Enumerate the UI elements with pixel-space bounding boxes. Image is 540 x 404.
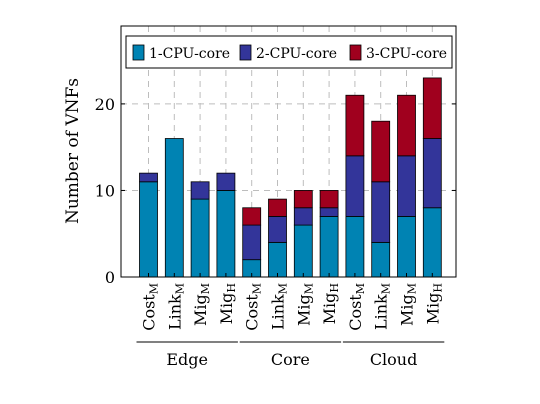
y-tick-label: 10 [95, 181, 115, 200]
x-tick-label-subscript: M [148, 283, 161, 294]
x-tick-label-base: Link [269, 294, 288, 330]
legend-box [125, 35, 453, 69]
x-tick-label-subscript: M [380, 283, 393, 294]
bar-segment-1 [164, 138, 184, 278]
x-tick-label-subscript: H [328, 283, 341, 293]
bar-segment-2 [345, 155, 365, 217]
legend-swatch-3 [349, 44, 362, 61]
legend-label-3: 3-CPU-core [366, 46, 447, 62]
x-tick-label-subscript: M [251, 283, 264, 294]
bar-segment-1 [268, 241, 287, 278]
legend-label-1: 1-CPU-core [149, 46, 230, 62]
x-tick-label-base: Link [165, 294, 184, 330]
x-tick-label-subscript: M [277, 283, 290, 294]
x-axis-labels: CostMLinkMMigMMigHCostMLinkMMigMMigHCost… [140, 283, 445, 331]
bar-segment-2 [242, 224, 262, 261]
bar-segment-3 [345, 94, 365, 157]
bar-segment-1 [371, 241, 391, 278]
bar-segment-3 [268, 198, 287, 217]
group-labels: Edge Core Cloud [136, 341, 445, 369]
legend: 1-CPU-core 2-CPU-core 3-CPU-core [125, 35, 453, 69]
group-label: Edge [166, 350, 208, 369]
x-tick-label-base: Link [372, 294, 391, 330]
x-tick-label: CostM [346, 283, 367, 331]
legend-swatch-1 [132, 44, 145, 61]
x-tick-label: MigM [398, 283, 419, 326]
bar-segment-1 [422, 207, 442, 278]
y-tick-label: 20 [95, 95, 115, 114]
bar-segment-2 [268, 216, 287, 243]
group-label: Core [271, 350, 310, 369]
bar-segment-2 [371, 181, 391, 243]
bar-segment-1 [293, 224, 313, 278]
x-tick-label-subscript: M [406, 283, 419, 294]
x-tick-label-subscript: M [302, 283, 315, 294]
x-tick-label-base: Mig [191, 294, 210, 326]
bar-segment-3 [397, 94, 416, 157]
x-tick-label-base: Mig [423, 293, 442, 325]
bar-segment-3 [371, 120, 391, 183]
x-tick-label-base: Cost [243, 294, 262, 331]
bar-segment-3 [293, 190, 313, 209]
x-tick-label-base: Mig [217, 293, 236, 325]
x-tick-label-subscript: H [225, 283, 238, 293]
legend-swatch-2 [239, 44, 252, 61]
x-tick-label-base: Mig [398, 294, 417, 326]
plot-frame [120, 25, 457, 278]
y-tick-label: 0 [105, 268, 115, 287]
x-tick-label-subscript: M [173, 283, 186, 294]
bar-segment-3 [422, 77, 442, 139]
bar-segment-2 [293, 207, 313, 226]
y-axis-label: Number of VNFs [63, 78, 83, 224]
bar-segment-3 [319, 190, 339, 209]
x-tick-label: MigM [294, 283, 315, 326]
x-tick-label-base: Mig [320, 293, 339, 325]
x-tick-label-subscript: M [354, 283, 367, 294]
x-tick-label: CostM [243, 283, 264, 331]
x-tick-label: LinkM [165, 283, 186, 330]
bars [139, 77, 442, 278]
x-tick-label: MigH [423, 283, 444, 324]
x-tick-label-base: Cost [346, 294, 365, 331]
legend-label-2: 2-CPU-core [256, 46, 337, 62]
x-tick-label: LinkM [269, 283, 290, 330]
y-axis-ticks: 0 10 20 [95, 95, 456, 287]
bar-segment-2 [216, 172, 236, 191]
bar-segment-3 [242, 207, 262, 226]
bar-segment-2 [190, 181, 210, 200]
group-label: Cloud [370, 350, 418, 369]
x-tick-label: CostM [140, 283, 161, 331]
x-tick-label-subscript: H [431, 283, 444, 293]
bar-segment-1 [216, 190, 236, 278]
bar-segment-2 [139, 172, 158, 183]
x-tick-label-subscript: M [199, 283, 212, 294]
bar-segment-1 [397, 216, 416, 278]
bar-segment-1 [345, 216, 365, 278]
x-tick-label: MigH [320, 283, 341, 324]
bar-segment-1 [139, 181, 158, 278]
bar-segment-2 [422, 138, 442, 209]
x-tick-label-base: Cost [140, 294, 159, 331]
x-tick-label: MigH [217, 283, 238, 324]
bar-segment-1 [190, 198, 210, 278]
x-tick-label-base: Mig [294, 294, 313, 326]
x-tick-label: MigM [191, 283, 212, 326]
bar-segment-2 [319, 207, 339, 217]
x-tick-label: LinkM [372, 283, 393, 330]
bar-segment-2 [397, 155, 416, 217]
bar-segment-1 [319, 216, 339, 278]
